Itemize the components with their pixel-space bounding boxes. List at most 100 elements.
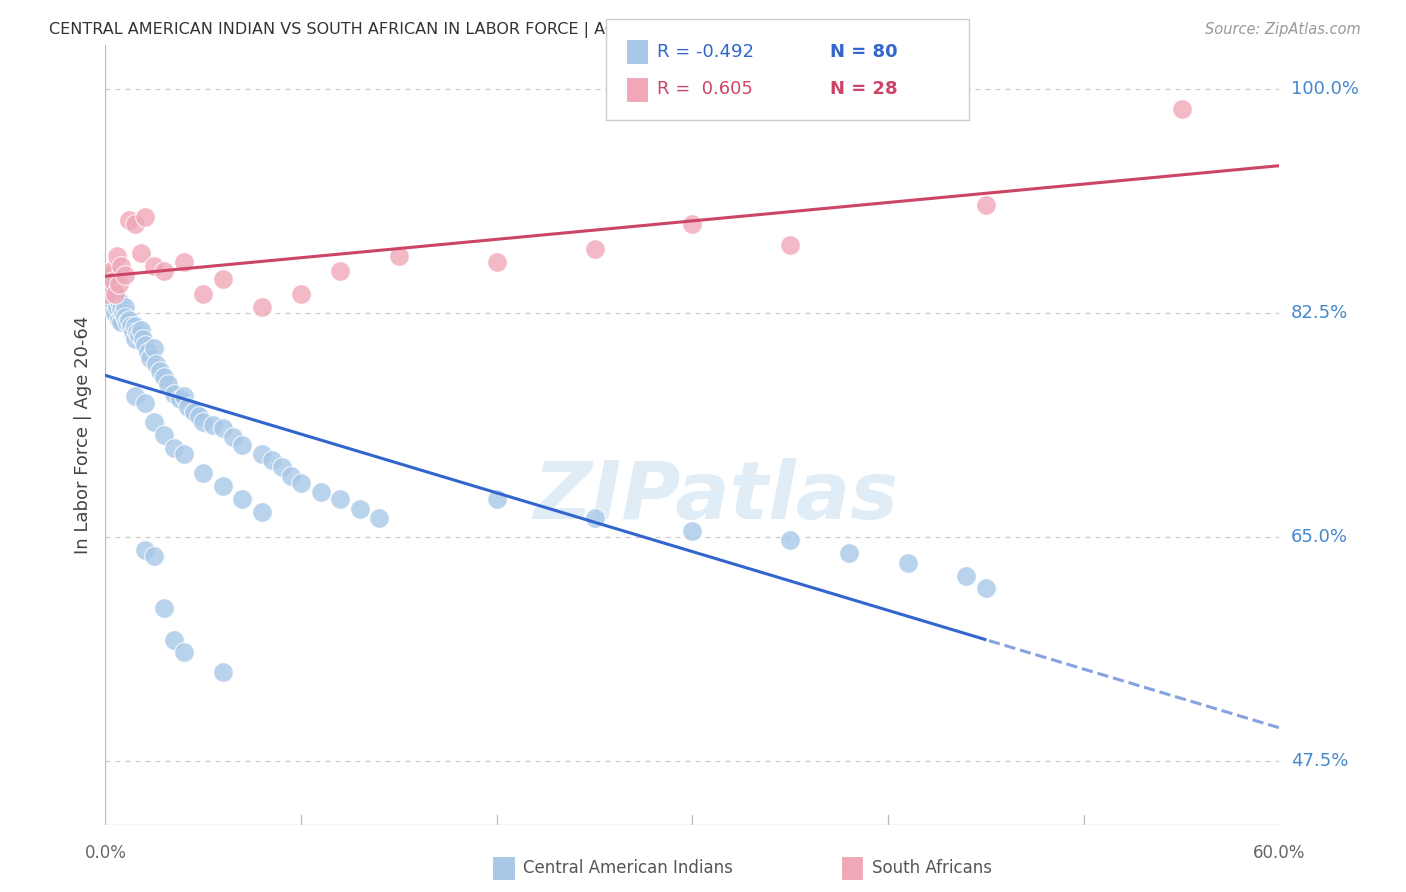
Point [1170, 102, 1192, 116]
Point [108, 277, 131, 291]
Point [134, 338, 156, 352]
Point [974, 582, 997, 596]
Point [211, 271, 233, 285]
Y-axis label: In Labor Force | Age 20-64: In Labor Force | Age 20-64 [73, 316, 91, 554]
Point [129, 246, 152, 260]
Point [129, 323, 152, 337]
Point [231, 438, 253, 452]
Point [250, 447, 273, 461]
Point [98, 268, 121, 282]
Point [100, 287, 122, 301]
Point [169, 392, 191, 406]
Point [96, 287, 118, 301]
Point [153, 600, 176, 615]
Point [163, 632, 186, 647]
Point [163, 441, 186, 455]
Text: 0.0%: 0.0% [84, 845, 127, 863]
Point [124, 217, 146, 231]
Point [125, 326, 148, 340]
Point [143, 341, 166, 355]
Point [897, 556, 920, 570]
Point [260, 453, 283, 467]
Text: R = -0.492: R = -0.492 [657, 43, 754, 61]
Point [974, 197, 997, 211]
Point [202, 417, 225, 432]
Point [100, 300, 122, 314]
Point [153, 428, 176, 442]
Point [681, 524, 703, 538]
Point [183, 405, 205, 419]
Point [349, 502, 371, 516]
Point [149, 364, 172, 378]
Point [211, 421, 233, 435]
Point [211, 665, 233, 679]
Text: Central American Indians: Central American Indians [523, 859, 733, 877]
Point [193, 467, 215, 481]
Point [250, 300, 273, 314]
Point [134, 211, 156, 225]
Point [143, 415, 166, 429]
Point [188, 409, 211, 423]
Point [173, 645, 195, 659]
Point [103, 274, 125, 288]
Point [110, 315, 132, 329]
Point [105, 249, 128, 263]
Point [583, 511, 606, 525]
Point [124, 319, 146, 334]
Text: South Africans: South Africans [872, 859, 991, 877]
Text: 60.0%: 60.0% [1253, 845, 1306, 863]
Point [114, 300, 136, 314]
Point [115, 315, 138, 329]
Point [145, 358, 167, 372]
Point [309, 485, 332, 500]
Point [143, 259, 166, 273]
Point [98, 281, 121, 295]
Point [108, 312, 131, 326]
Point [105, 290, 128, 304]
Point [134, 543, 156, 558]
Point [157, 376, 180, 391]
Point [173, 255, 195, 269]
Point [290, 287, 312, 301]
Point [134, 396, 156, 410]
Point [138, 344, 160, 359]
Point [779, 533, 801, 547]
Point [193, 415, 215, 429]
Point [104, 306, 127, 320]
Point [104, 287, 127, 301]
Point [176, 400, 198, 414]
Point [163, 387, 186, 401]
Point [485, 491, 508, 506]
Point [173, 389, 195, 403]
Text: N = 28: N = 28 [830, 80, 897, 98]
Point [368, 511, 391, 525]
Point [221, 430, 243, 444]
Point [103, 293, 125, 308]
Point [118, 213, 141, 227]
Point [173, 447, 195, 461]
Point [108, 293, 131, 308]
Point [250, 505, 273, 519]
Point [779, 238, 801, 252]
Point [681, 217, 703, 231]
Point [485, 255, 508, 269]
Text: 65.0%: 65.0% [1291, 528, 1347, 546]
Point [124, 332, 146, 346]
Point [118, 312, 141, 326]
Point [96, 287, 118, 301]
Text: ZIPatlas: ZIPatlas [533, 458, 898, 536]
Point [100, 264, 122, 278]
Text: CENTRAL AMERICAN INDIAN VS SOUTH AFRICAN IN LABOR FORCE | AGE 20-64 CORRELATION : CENTRAL AMERICAN INDIAN VS SOUTH AFRICAN… [49, 22, 858, 38]
Point [104, 287, 127, 301]
Point [98, 293, 121, 308]
Point [329, 491, 352, 506]
Point [231, 491, 253, 506]
Point [211, 479, 233, 493]
Point [838, 545, 860, 559]
Text: Source: ZipAtlas.com: Source: ZipAtlas.com [1205, 22, 1361, 37]
Point [112, 306, 135, 320]
Point [583, 243, 606, 257]
Point [114, 310, 136, 325]
Point [955, 568, 977, 582]
Point [110, 302, 132, 317]
